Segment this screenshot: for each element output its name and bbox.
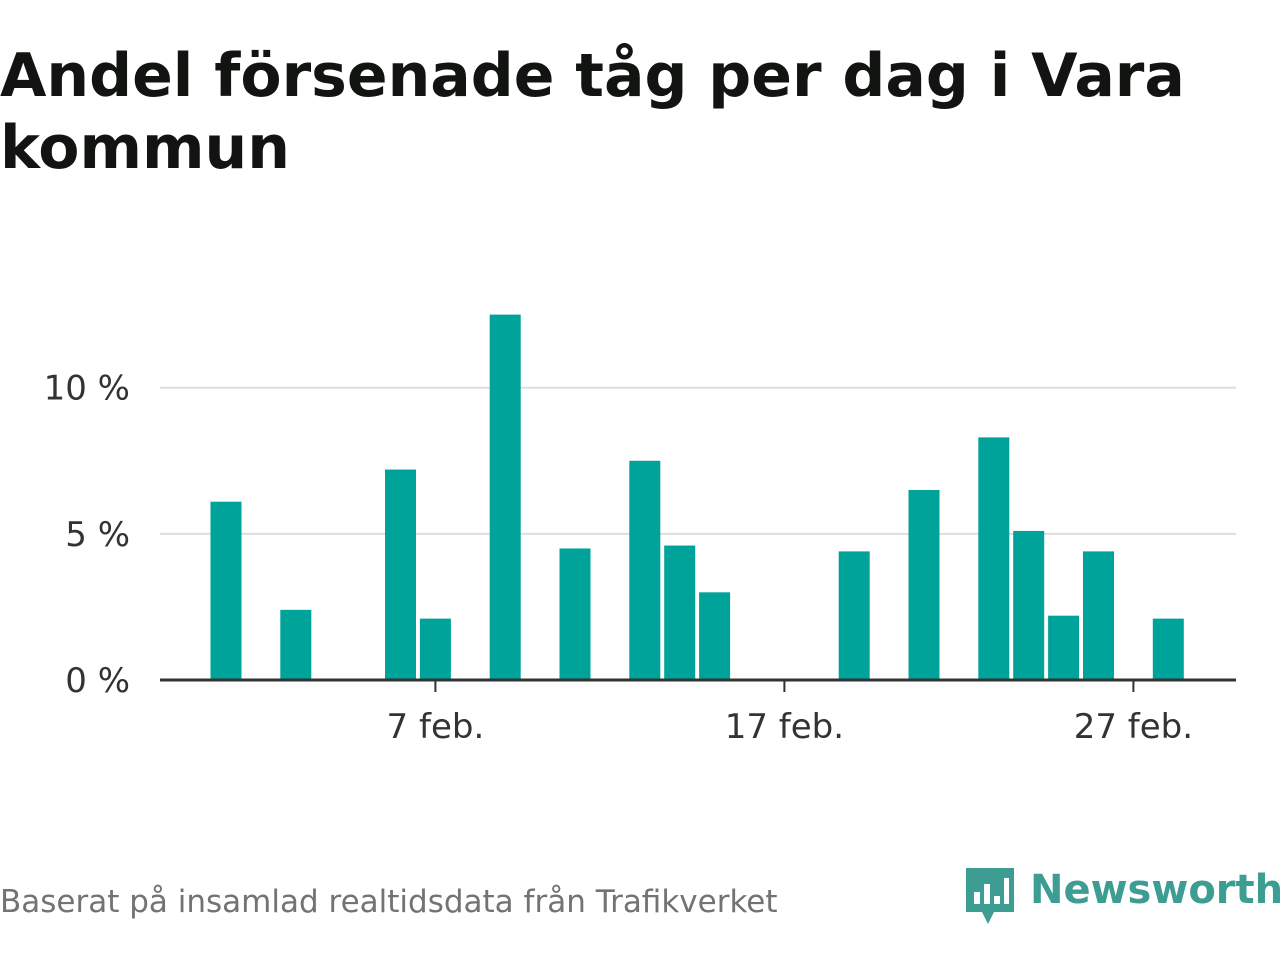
bar bbox=[1152, 618, 1184, 680]
bar bbox=[489, 314, 521, 680]
x-tick-label: 27 feb. bbox=[1074, 707, 1193, 747]
y-tick-label: 10 % bbox=[44, 369, 130, 409]
bar bbox=[559, 548, 591, 680]
y-tick-label: 5 % bbox=[65, 515, 130, 555]
bar bbox=[210, 501, 242, 680]
source-note: Baserat på insamlad realtidsdata från Tr… bbox=[0, 884, 778, 920]
bar bbox=[664, 545, 696, 680]
brand-name: Newsworthy bbox=[1030, 867, 1280, 913]
newsworthy-logo-icon bbox=[966, 868, 1014, 924]
bar bbox=[385, 469, 416, 680]
x-tick-label: 7 feb. bbox=[387, 707, 485, 747]
bar bbox=[1083, 551, 1114, 680]
bar bbox=[978, 437, 1010, 680]
bar bbox=[838, 551, 870, 680]
chart-title: Andel försenade tåg per dag i Vara kommu… bbox=[0, 41, 1185, 183]
bar bbox=[1048, 615, 1080, 680]
bar bbox=[699, 592, 731, 680]
bar bbox=[280, 609, 312, 680]
bar bbox=[629, 460, 661, 680]
bar bbox=[908, 490, 940, 680]
y-tick-label: 0 % bbox=[65, 661, 130, 701]
x-tick-label: 17 feb. bbox=[725, 707, 844, 747]
bar bbox=[1013, 530, 1045, 680]
bar-chart: 0 % 5 % 10 % 7 feb. 17 feb. 27 feb. bbox=[44, 314, 1236, 747]
bar bbox=[419, 618, 451, 680]
